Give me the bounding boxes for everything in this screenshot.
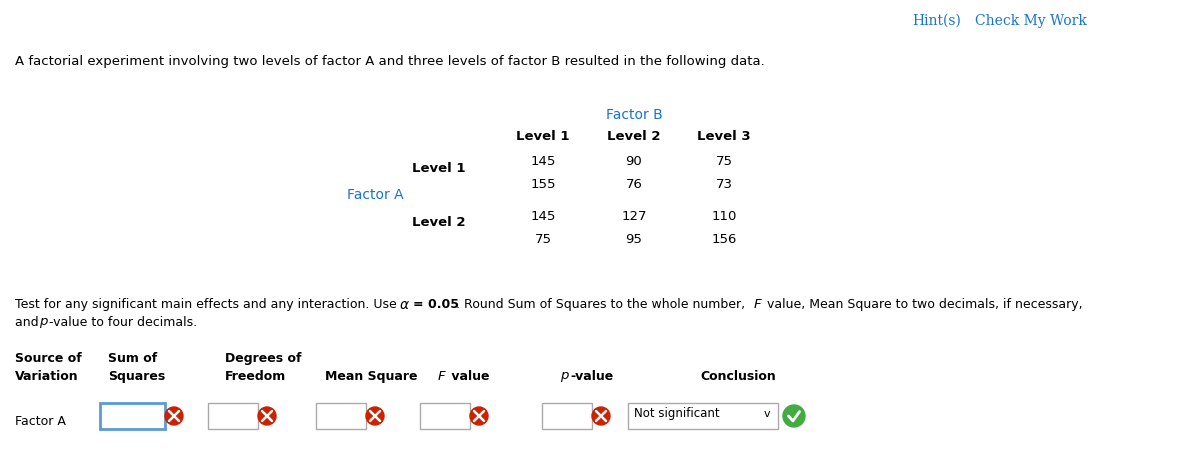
Text: Sum of: Sum of [108, 352, 157, 365]
Text: Degrees of: Degrees of [226, 352, 301, 365]
Text: 90: 90 [625, 155, 642, 168]
FancyBboxPatch shape [208, 403, 258, 429]
Text: = 0.05: = 0.05 [413, 298, 458, 311]
Text: Level 1: Level 1 [516, 130, 570, 143]
Text: Variation: Variation [14, 370, 79, 383]
Text: v: v [764, 409, 770, 419]
Circle shape [592, 407, 610, 425]
FancyBboxPatch shape [628, 403, 778, 429]
Circle shape [258, 407, 276, 425]
Text: Factor A: Factor A [14, 415, 66, 428]
Text: $\it{F}$: $\it{F}$ [437, 370, 446, 383]
Text: Level 2: Level 2 [413, 216, 466, 229]
FancyBboxPatch shape [100, 403, 166, 429]
Text: 155: 155 [530, 178, 556, 191]
Text: Conclusion: Conclusion [700, 370, 775, 383]
Text: -value: -value [570, 370, 613, 383]
Text: 156: 156 [712, 233, 737, 246]
Text: Factor A: Factor A [347, 188, 403, 202]
FancyBboxPatch shape [542, 403, 592, 429]
Text: $\alpha$: $\alpha$ [398, 298, 410, 312]
Text: value, Mean Square to two decimals, if necessary,: value, Mean Square to two decimals, if n… [763, 298, 1082, 311]
Text: Level 1: Level 1 [413, 162, 466, 175]
Text: Level 2: Level 2 [607, 130, 661, 143]
Text: A factorial experiment involving two levels of factor A and three levels of fact: A factorial experiment involving two lev… [14, 55, 764, 68]
Text: $\it{p}$: $\it{p}$ [38, 316, 49, 330]
Text: $\it{F}$: $\it{F}$ [754, 298, 763, 311]
Text: Freedom: Freedom [226, 370, 287, 383]
Text: 145: 145 [530, 155, 556, 168]
Text: Factor B: Factor B [606, 108, 662, 122]
Text: 73: 73 [715, 178, 732, 191]
Text: Source of: Source of [14, 352, 82, 365]
Text: 127: 127 [622, 210, 647, 223]
Text: Level 3: Level 3 [697, 130, 751, 143]
FancyBboxPatch shape [316, 403, 366, 429]
Text: Hint(s): Hint(s) [912, 14, 961, 28]
Text: -value to four decimals.: -value to four decimals. [49, 316, 197, 329]
Text: . Round Sum of Squares to the whole number,: . Round Sum of Squares to the whole numb… [456, 298, 749, 311]
Circle shape [470, 407, 488, 425]
Text: value: value [446, 370, 490, 383]
Text: 75: 75 [534, 233, 552, 246]
Text: Mean Square: Mean Square [325, 370, 418, 383]
Text: 75: 75 [715, 155, 732, 168]
Text: 145: 145 [530, 210, 556, 223]
Text: Not significant: Not significant [634, 407, 720, 420]
Text: and: and [14, 316, 43, 329]
Text: 110: 110 [712, 210, 737, 223]
Text: Squares: Squares [108, 370, 166, 383]
Text: $\it{p}$: $\it{p}$ [560, 370, 570, 384]
Text: Test for any significant main effects and any interaction. Use: Test for any significant main effects an… [14, 298, 401, 311]
Circle shape [366, 407, 384, 425]
FancyBboxPatch shape [420, 403, 470, 429]
Circle shape [166, 407, 182, 425]
Text: 95: 95 [625, 233, 642, 246]
Text: Check My Work: Check My Work [974, 14, 1087, 28]
Circle shape [784, 405, 805, 427]
Text: 76: 76 [625, 178, 642, 191]
